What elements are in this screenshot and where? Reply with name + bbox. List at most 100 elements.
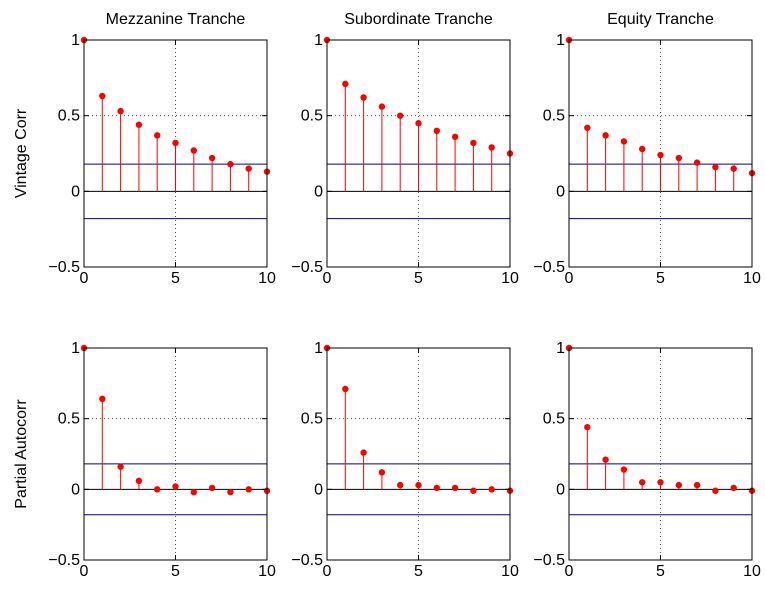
y-tick-label: −0.5 — [533, 552, 565, 569]
panel-title: Mezzanine Tranche — [106, 11, 246, 28]
stem-marker — [99, 92, 106, 100]
panel-title: Subordinate Tranche — [344, 11, 493, 28]
stem-marker — [172, 139, 179, 147]
x-tick-label: 0 — [323, 563, 332, 580]
y-tick-label: −0.5 — [48, 259, 80, 276]
stem-marker — [712, 163, 719, 171]
stem-marker — [488, 486, 495, 493]
stem-marker — [154, 486, 161, 493]
y-axis-label: Vintage Corr — [13, 108, 30, 198]
stem-marker — [675, 154, 682, 162]
y-tick-label: 0.5 — [58, 411, 80, 428]
stem-marker — [360, 449, 367, 456]
stem-marker — [415, 120, 422, 127]
stem-marker — [99, 395, 106, 403]
x-tick-label: 10 — [501, 270, 519, 287]
y-tick-label: −0.5 — [48, 552, 80, 569]
panel-5: 0 5 10−0.500.51 — [291, 340, 519, 580]
stem-marker — [584, 423, 591, 431]
stem-marker — [342, 80, 349, 88]
stem-marker — [620, 466, 628, 473]
stem-marker — [693, 159, 701, 166]
stem-marker — [451, 484, 459, 492]
stem-marker — [172, 483, 179, 490]
x-tick-label: 5 — [656, 563, 665, 580]
x-tick-label: 5 — [414, 563, 423, 580]
x-tick-label: 5 — [171, 563, 180, 580]
stem-marker — [433, 484, 440, 492]
y-tick-label: 0 — [314, 481, 323, 498]
y-tick-label: 1 — [71, 32, 80, 49]
y-axis-label: Partial Autocorr — [13, 399, 30, 509]
stem-marker — [154, 132, 161, 139]
stem-marker — [208, 154, 216, 162]
stem-marker — [693, 481, 701, 489]
stem-marker — [378, 469, 386, 476]
x-tick-label: 0 — [80, 270, 89, 287]
stem-marker — [675, 481, 682, 489]
y-tick-label: 0.5 — [301, 108, 323, 125]
stem-marker — [117, 107, 124, 115]
stem-marker — [657, 151, 664, 159]
stem-marker — [378, 103, 386, 110]
stem-marker — [190, 488, 197, 496]
stem-marker — [415, 481, 422, 489]
stem-marker — [433, 127, 440, 134]
stem-marker — [470, 139, 477, 147]
x-tick-label: 10 — [743, 563, 761, 580]
panel-6: 0 5 10−0.500.51 — [533, 340, 761, 580]
y-tick-label: 1 — [314, 32, 323, 49]
y-tick-label: 1 — [314, 340, 323, 357]
stem-marker — [227, 160, 234, 168]
y-tick-label: 1 — [556, 32, 565, 49]
stem-marker — [397, 481, 404, 489]
x-tick-label: 0 — [323, 270, 332, 287]
y-tick-label: 0.5 — [543, 411, 565, 428]
y-tick-label: 0 — [556, 183, 565, 200]
y-tick-label: −0.5 — [291, 552, 323, 569]
x-tick-label: 10 — [501, 563, 519, 580]
stem-marker — [451, 133, 459, 141]
stem-marker — [342, 385, 349, 393]
stem-marker — [245, 165, 252, 172]
stem-marker — [397, 112, 404, 119]
y-tick-label: 0 — [556, 481, 565, 498]
stem-marker — [639, 145, 646, 153]
y-tick-label: 0.5 — [58, 108, 80, 125]
x-tick-label: 10 — [258, 563, 276, 580]
stem-marker — [208, 484, 216, 492]
stem-marker — [657, 479, 664, 486]
y-tick-label: 0.5 — [301, 411, 323, 428]
x-tick-label: 10 — [743, 270, 761, 287]
y-tick-label: 1 — [556, 340, 565, 357]
x-tick-label: 5 — [414, 270, 423, 287]
x-tick-label: 0 — [565, 563, 574, 580]
stem-marker — [620, 138, 628, 145]
stem-marker — [470, 487, 477, 494]
stem-marker — [227, 488, 234, 496]
stem-marker — [360, 94, 367, 101]
y-tick-label: −0.5 — [533, 259, 565, 276]
stem-marker — [584, 124, 591, 131]
stem-marker — [488, 144, 495, 151]
stem-marker — [135, 121, 143, 128]
stem-marker — [602, 132, 609, 139]
stem-marker — [712, 487, 719, 494]
x-tick-label: 5 — [171, 270, 180, 287]
stem-marker — [639, 479, 646, 486]
stem-marker — [190, 147, 197, 154]
stem-marker — [135, 477, 143, 485]
y-tick-label: 0 — [314, 183, 323, 200]
stem-marker — [602, 456, 609, 463]
y-tick-label: 0 — [71, 481, 80, 498]
x-tick-label: 10 — [258, 270, 276, 287]
y-tick-label: 1 — [71, 340, 80, 357]
stem-marker — [730, 165, 737, 172]
x-tick-label: 5 — [656, 270, 665, 287]
y-tick-label: 0.5 — [543, 108, 565, 125]
